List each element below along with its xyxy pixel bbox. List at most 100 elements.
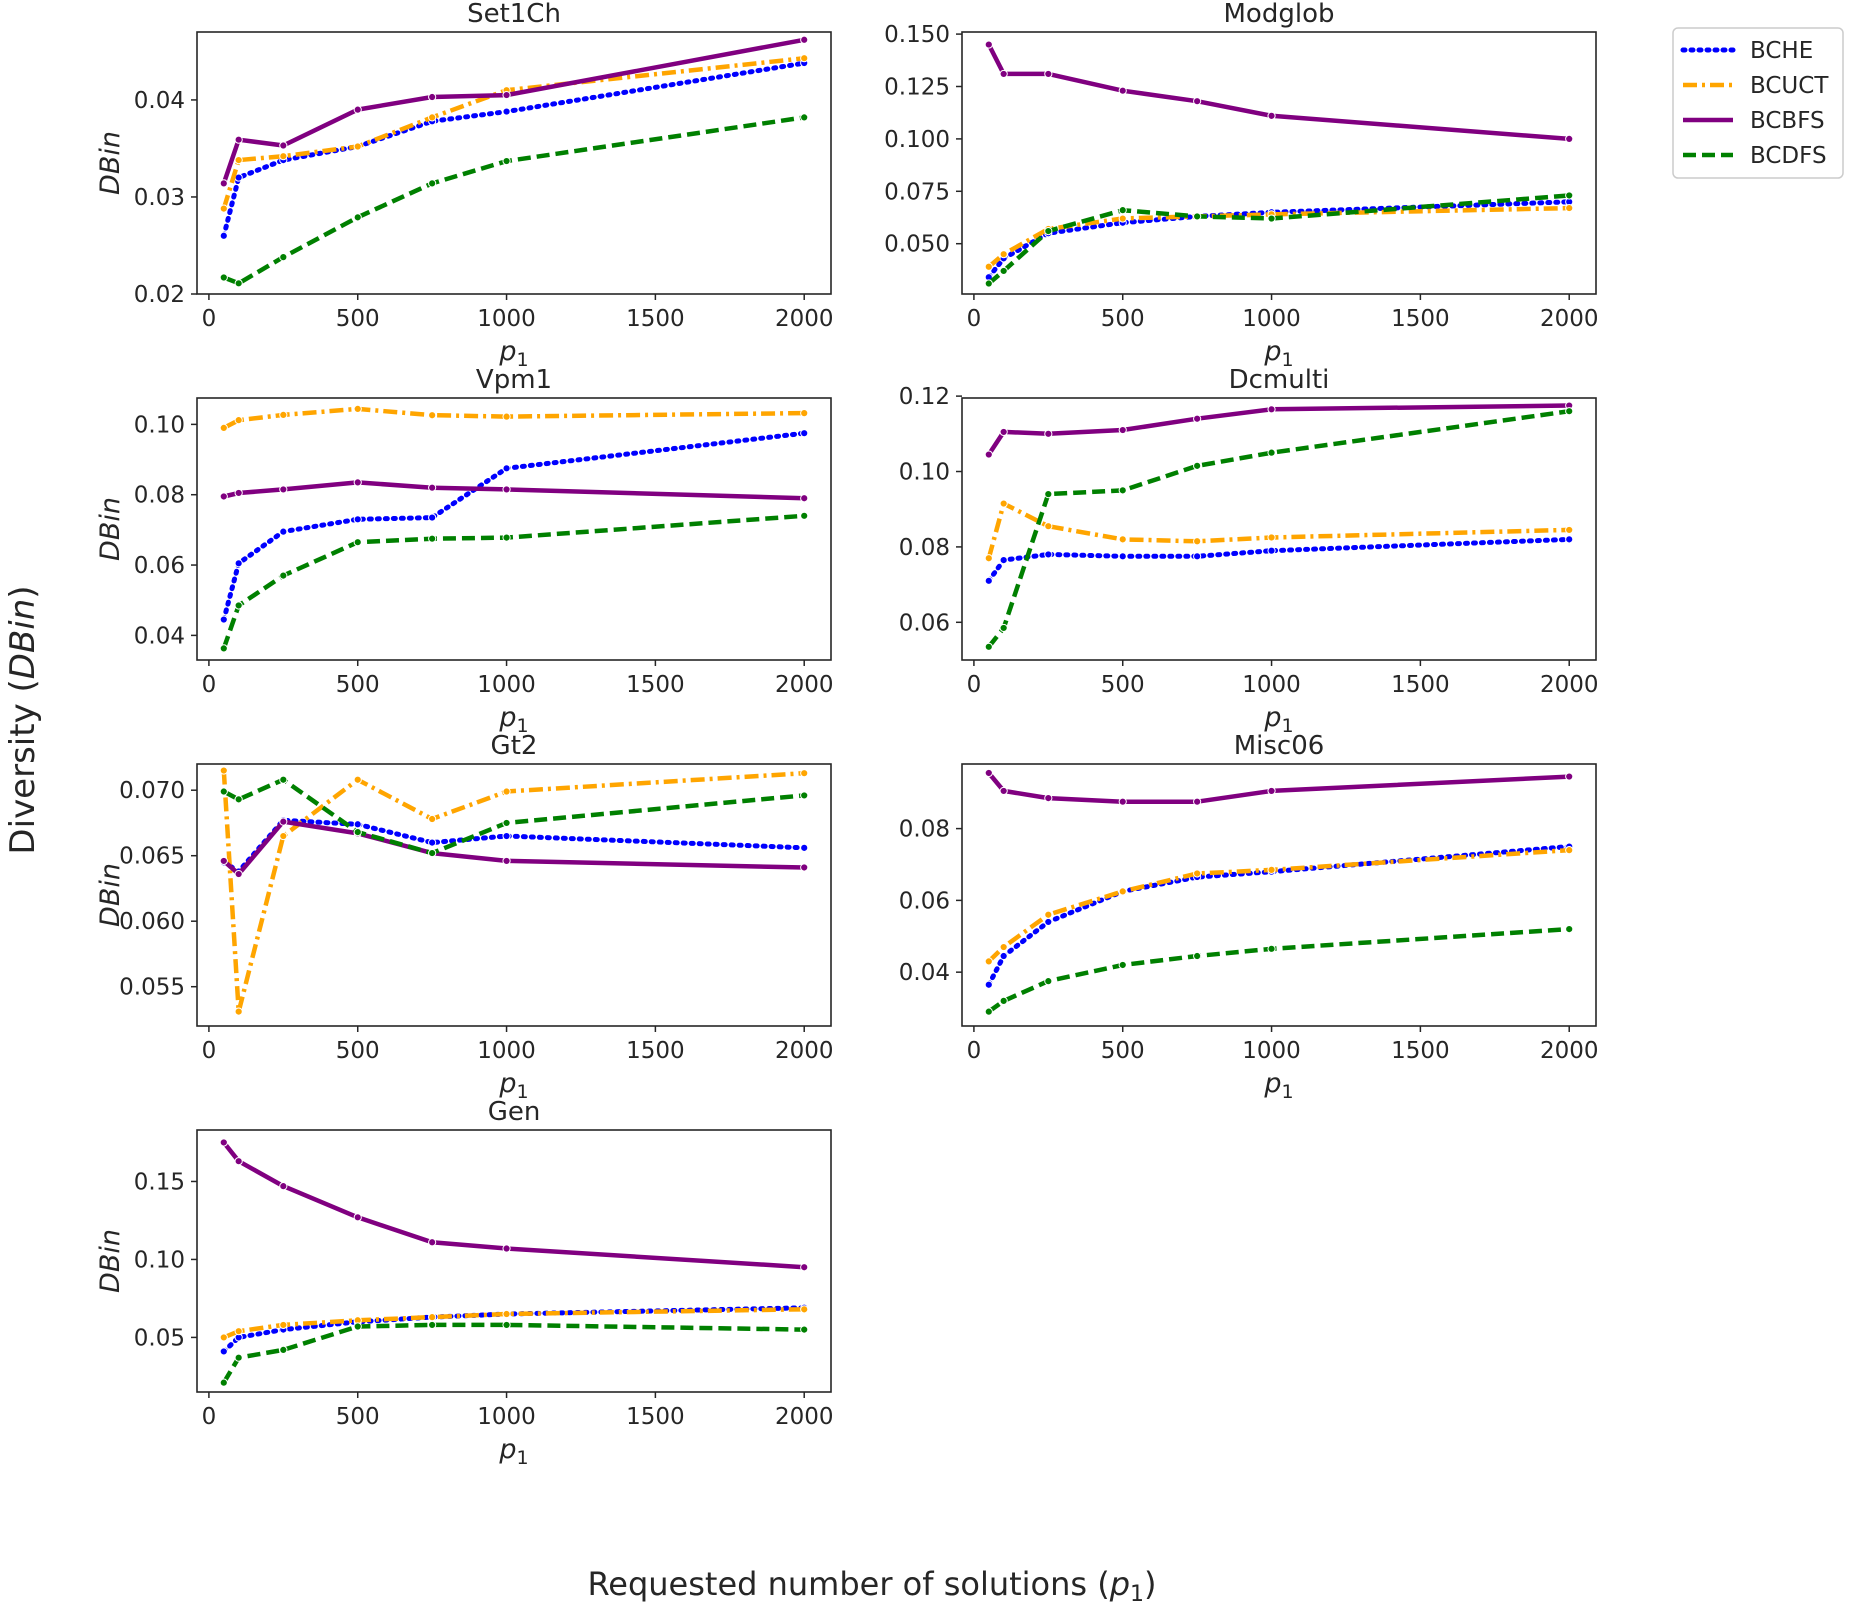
data-point-bcbfs <box>428 1238 437 1247</box>
axes-frame <box>196 397 832 661</box>
data-point-bcbfs <box>502 1244 511 1253</box>
data-point-bcuct <box>800 409 809 418</box>
data-point-bcuct <box>999 499 1008 508</box>
data-point-bche <box>353 515 362 524</box>
x-axis-label: p1 <box>498 1068 528 1103</box>
data-point-bcdfs <box>428 1320 437 1330</box>
data-point-bcdfs <box>1044 490 1053 499</box>
series-line-bcdfs <box>221 1322 805 1384</box>
data-point-bcbfs <box>800 35 809 44</box>
data-point-bcuct <box>800 1305 809 1314</box>
data-point-bcdfs <box>428 179 437 188</box>
data-point-bcdfs <box>428 534 437 543</box>
y-tick-label: 0.100 <box>884 127 950 153</box>
x-axis-label-sub: 1 <box>1282 349 1294 371</box>
series-group <box>984 40 1574 288</box>
data-point-bcbfs <box>1044 69 1053 79</box>
data-point-bcdfs <box>428 848 437 858</box>
data-point-bcdfs <box>1118 486 1127 495</box>
y-tick-label: 0.050 <box>884 232 950 258</box>
x-tick-label: 0 <box>202 672 217 698</box>
x-tick-label: 1500 <box>626 1038 685 1064</box>
data-point-bcbfs <box>1565 772 1574 781</box>
data-point-bcbfs <box>800 494 809 503</box>
data-point-bcdfs <box>1193 951 1202 961</box>
data-point-bcbfs <box>234 488 243 498</box>
data-point-bcbfs <box>1118 425 1127 435</box>
y-tick-label: 0.060 <box>119 909 185 935</box>
y-tick-label: 0.06 <box>134 553 185 579</box>
data-point-bcdfs <box>279 571 288 580</box>
data-point-bcdfs <box>999 623 1008 633</box>
y-tick-label: 0.10 <box>134 412 185 438</box>
x-tick-label: 0 <box>202 306 217 332</box>
data-point-bcbfs <box>219 492 228 501</box>
x-tick-label: 1000 <box>477 672 536 698</box>
x-tick-label: 0 <box>202 1038 217 1064</box>
subplot-misc06: Misc06 0 500 1000 1500 2000 0.04 0.06 0.08 p1 <box>899 731 1599 1103</box>
y-tick-label: 0.02 <box>134 282 185 308</box>
y-axis-label: DBin <box>95 497 126 561</box>
data-point-bcdfs <box>800 511 809 520</box>
data-point-bcbfs <box>1267 111 1276 120</box>
series-line-bche <box>986 536 1572 584</box>
y-tick-label: 0.075 <box>884 179 950 205</box>
data-point-bcuct <box>1267 865 1276 874</box>
figure-xlabel-sub: 1 <box>1130 1582 1144 1605</box>
data-point-bcuct <box>234 1007 243 1016</box>
y-axis-label: DBin <box>95 1229 126 1293</box>
x-tick-label: 0 <box>202 1404 217 1430</box>
legend-label-bcbfs: BCBFS <box>1750 108 1825 134</box>
y-tick-label: 0.08 <box>134 483 185 509</box>
axes-frame <box>961 397 1597 661</box>
legend-frame <box>1672 27 1844 179</box>
subplot-title: Gen <box>488 1097 541 1127</box>
data-point-bcuct <box>428 814 437 824</box>
x-tick-label: 2000 <box>1540 672 1599 698</box>
data-point-bcdfs <box>800 113 809 122</box>
y-tick-label: 0.06 <box>899 610 950 636</box>
data-point-bcbfs <box>1193 414 1202 423</box>
figure-ylabel-prefix: Diversity ( <box>3 679 43 854</box>
x-tick-label: 1500 <box>626 306 685 332</box>
axes-frame <box>196 1129 832 1393</box>
data-point-bche <box>800 843 809 852</box>
subplot-modglob: Modglob 0 500 1000 1500 2000 0.050 0.075 0.100 0.… <box>884 0 1598 371</box>
data-point-bcuct <box>234 155 243 165</box>
data-point-bcdfs <box>800 791 809 800</box>
data-point-bcuct <box>279 152 288 161</box>
data-point-bcuct <box>1267 533 1276 542</box>
data-point-bcuct <box>219 766 228 775</box>
series-line-bcbfs <box>222 819 805 877</box>
y-tick-label: 0.065 <box>119 844 185 870</box>
y-tick-label: 0.04 <box>134 623 185 649</box>
data-point-bcuct <box>1565 203 1574 213</box>
data-point-bcdfs <box>800 1325 809 1334</box>
x-axis-label-var: p <box>1263 336 1281 367</box>
series-group <box>219 1138 809 1387</box>
x-tick-label: 1500 <box>626 1404 685 1430</box>
x-tick-label: 1000 <box>1242 672 1301 698</box>
y-tick-label: 0.12 <box>899 384 950 410</box>
data-point-bcuct <box>800 769 809 778</box>
x-axis-label: p1 <box>498 1434 528 1469</box>
x-axis-label-sub: 1 <box>1282 1081 1294 1103</box>
data-point-bcbfs <box>219 856 228 866</box>
series-line-bcuct <box>987 847 1570 964</box>
data-point-bcbfs <box>1565 134 1574 143</box>
series-line-bcuct <box>221 770 805 1014</box>
x-axis-label: p1 <box>498 702 528 737</box>
data-point-bcbfs <box>279 1182 288 1191</box>
data-point-bcdfs <box>502 156 511 166</box>
x-tick-label: 0 <box>967 672 982 698</box>
data-point-bcdfs <box>234 601 243 610</box>
data-point-bcbfs <box>502 856 511 866</box>
y-tick-label: 0.08 <box>899 535 950 561</box>
y-tick-label: 0.03 <box>134 185 185 211</box>
x-tick-label: 1000 <box>477 306 536 332</box>
x-tick-label: 1000 <box>1242 306 1301 332</box>
subplot-title: Set1Ch <box>467 0 561 29</box>
data-point-bcdfs <box>1267 448 1276 457</box>
data-point-bche <box>428 838 437 847</box>
